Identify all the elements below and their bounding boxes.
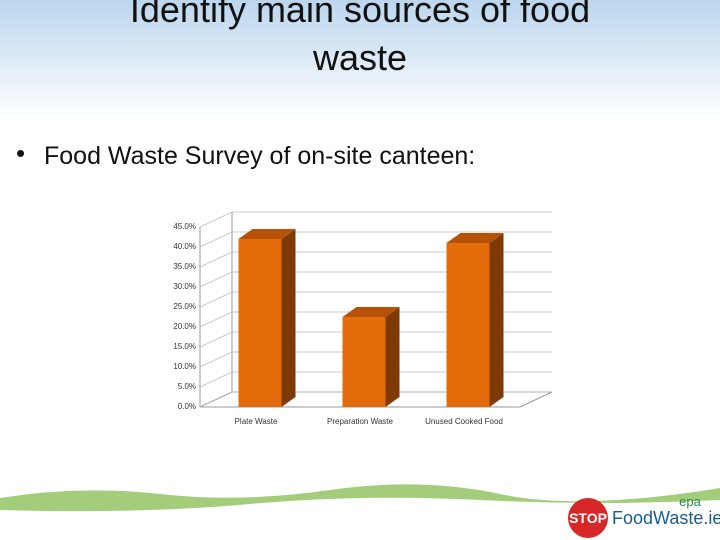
logo-stop: STOP: [569, 510, 607, 526]
grid-line: [199, 251, 552, 268]
y-tick-label: 35.0%: [173, 262, 196, 271]
bar-front: [238, 239, 282, 407]
grid-line: [199, 311, 552, 328]
x-tick-label: Plate Waste: [235, 417, 278, 426]
bar-side: [489, 233, 504, 407]
bar-top: [446, 233, 504, 243]
y-tick-label: 45.0%: [173, 222, 196, 231]
x-tick-label: Preparation Waste: [327, 417, 394, 426]
chart: 0.0% 5.0% 10.0% 15.0% 20.0% 25.0% 30.0% 35.0% 40…: [173, 211, 553, 426]
grid-line: [199, 291, 552, 308]
header-background: [0, 0, 720, 120]
y-tick-label: 20.0%: [173, 322, 196, 331]
bullet-text: Food Waste Survey of on-site canteen:: [44, 142, 475, 170]
y-tick-label: 30.0%: [173, 282, 196, 291]
grid-line: [199, 271, 552, 288]
grid-line: [199, 331, 552, 348]
bar-front: [342, 317, 386, 407]
y-tick-label: 15.0%: [173, 342, 196, 351]
bar-front: [446, 243, 490, 407]
y-tick-label: 40.0%: [173, 242, 196, 251]
y-tick-label: 5.0%: [178, 382, 196, 391]
y-tick-label: 25.0%: [173, 302, 196, 311]
bar-side: [385, 307, 400, 407]
logo-epa: epa: [679, 494, 701, 509]
back-wall: [199, 212, 233, 408]
grid-line: [199, 391, 552, 408]
grid-line: [199, 371, 552, 388]
logo-site: FoodWaste.ie: [612, 508, 720, 528]
grid-line: [199, 231, 552, 248]
bar-side: [281, 229, 296, 407]
bullet-marker: •: [16, 138, 25, 168]
slide-title: Identify main sources of food waste: [130, 0, 590, 78]
grid-line: [199, 211, 552, 228]
y-tick-label: 0.0%: [178, 402, 196, 411]
bar-top: [342, 307, 400, 317]
y-tick-label: 10.0%: [173, 362, 196, 371]
x-tick-label: Unused Cooked Food: [425, 417, 503, 426]
grid-line: [199, 351, 552, 368]
bar-top: [238, 229, 296, 239]
logo-apple: [568, 498, 608, 538]
grass-strip: [0, 484, 720, 512]
